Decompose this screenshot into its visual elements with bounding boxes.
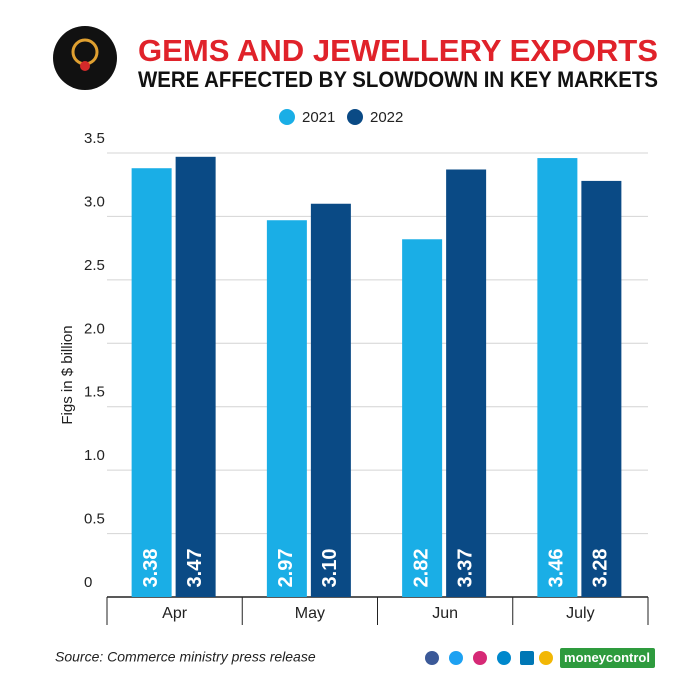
legend-swatch [279, 109, 295, 125]
bar [266, 220, 307, 597]
facebook-icon[interactable] [425, 651, 439, 665]
chart-title: GEMS AND JEWELLERY EXPORTS [138, 33, 658, 68]
x-tick-label: May [295, 605, 325, 622]
logo-icon-detail [80, 61, 90, 71]
x-tick-label: July [566, 605, 594, 622]
bar [310, 203, 351, 597]
y-tick-label: 2.5 [84, 257, 105, 274]
legend-swatch [347, 109, 363, 125]
y-tick-label: 3.5 [84, 130, 105, 147]
brand-logo: moneycontrol [564, 650, 650, 665]
y-tick-label: 3.0 [84, 193, 105, 210]
koo-icon[interactable] [539, 651, 553, 665]
linkedin-icon[interactable] [520, 651, 534, 665]
y-tick-label: 1.5 [84, 384, 105, 401]
y-axis-label: Figs in $ billion [59, 325, 76, 424]
y-tick-label: 0.5 [84, 511, 105, 528]
value-label: 3.10 [319, 549, 341, 588]
value-label: 3.37 [454, 549, 476, 588]
y-tick-label: 1.0 [84, 447, 105, 464]
telegram-icon[interactable] [497, 651, 511, 665]
legend-label: 2021 [302, 109, 335, 126]
y-tick-label: 2.0 [84, 320, 105, 337]
value-label: 3.47 [184, 549, 206, 588]
source-note: Source: Commerce ministry press release [55, 649, 316, 665]
value-label: 3.46 [546, 549, 568, 588]
bar [537, 158, 578, 597]
value-label: 2.82 [410, 549, 432, 588]
logo-icon [53, 26, 117, 90]
value-label: 3.38 [140, 549, 162, 588]
bar [446, 169, 487, 597]
value-label: 2.97 [275, 549, 297, 588]
bar [402, 239, 443, 597]
brand-badge [560, 648, 655, 668]
bar [581, 180, 622, 597]
legend-label: 2022 [370, 109, 403, 126]
instagram-icon[interactable] [473, 651, 487, 665]
twitter-icon[interactable] [449, 651, 463, 665]
bar [175, 156, 216, 597]
bar [131, 168, 172, 598]
value-label: 3.28 [590, 549, 612, 588]
y-tick-label: 0 [84, 574, 92, 591]
social-icons [425, 651, 553, 665]
x-tick-label: Jun [432, 605, 458, 622]
x-tick-label: Apr [162, 605, 188, 622]
chart-subtitle: WERE AFFECTED BY SLOWDOWN IN KEY MARKETS [138, 67, 658, 92]
